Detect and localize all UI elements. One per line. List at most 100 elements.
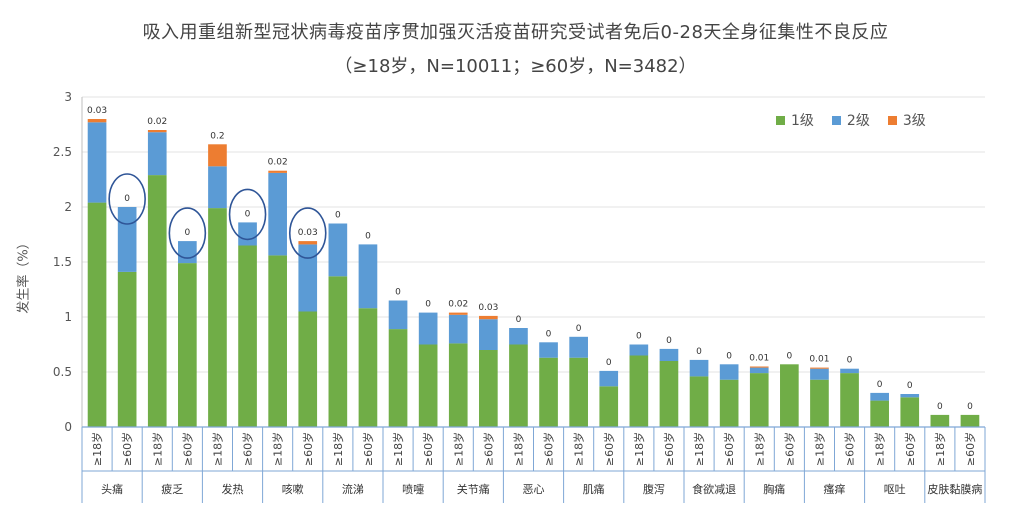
category-label: 腹泻: [643, 482, 665, 496]
data-label: 0: [335, 211, 341, 221]
y-tick-label: 0.5: [53, 365, 72, 379]
category-label: 食欲减退: [692, 482, 736, 496]
age-group-label: ≥18岁: [331, 432, 345, 466]
bar-segment: [238, 245, 257, 427]
y-tick-label: 2.5: [53, 145, 72, 159]
bar-segment: [298, 311, 318, 427]
data-label: 0: [516, 315, 522, 325]
bar-segment: [900, 394, 920, 398]
legend: 1级 2级 3级: [776, 110, 938, 130]
data-label: 0: [726, 351, 732, 361]
y-tick-label: 0: [64, 420, 72, 434]
bar-segment: [178, 263, 197, 427]
age-group-label: ≥18岁: [632, 432, 646, 466]
bar-segment: [840, 368, 859, 374]
category-label: 疲乏: [161, 482, 183, 496]
data-label: 0.02: [268, 158, 288, 168]
data-label: 0.03: [87, 106, 107, 116]
bar-segment: [268, 255, 287, 427]
data-label: 0: [184, 228, 190, 238]
data-label: 0.02: [448, 300, 468, 310]
data-label: 0: [425, 300, 431, 310]
data-label: 0: [937, 402, 943, 412]
age-group-label: ≥18岁: [933, 432, 947, 466]
category-label: 肌痛: [583, 482, 605, 496]
bar-segment: [358, 308, 378, 427]
category-label: 流涕: [342, 482, 364, 496]
annotation-circle: [288, 207, 327, 259]
age-group-label: ≥60岁: [722, 432, 736, 466]
bar-segment: [328, 276, 348, 427]
age-group-label: ≥60岁: [120, 432, 134, 466]
bar-segment: [780, 364, 799, 427]
bar-segment: [448, 314, 468, 344]
legend-label: 1级: [791, 113, 814, 129]
bar-segment: [298, 241, 318, 245]
data-label: 0: [847, 356, 853, 366]
category-label: 头痛: [101, 482, 123, 496]
bar-segment: [87, 119, 107, 123]
bar-segment: [689, 376, 709, 427]
bar-segment: [569, 336, 588, 358]
annotation-circle: [168, 207, 207, 259]
category-label: 皮肤黏膜病: [927, 482, 982, 496]
bar-segment: [810, 367, 829, 369]
legend-item: 1级: [776, 110, 814, 130]
legend-label: 3级: [902, 113, 926, 129]
annotation-circle: [108, 173, 146, 225]
bar-segment: [87, 202, 107, 427]
bar-segment: [749, 366, 769, 368]
bar-segment: [147, 130, 167, 133]
data-label: 0: [967, 402, 973, 412]
legend-swatch: [776, 115, 785, 125]
bar-segment: [599, 386, 619, 427]
bar-segment: [87, 122, 107, 203]
age-group-label: ≥60岁: [843, 432, 857, 466]
bar-segment: [840, 373, 859, 427]
chart-subtitle: （≥18岁，N=10011；≥60岁，N=3482）: [334, 56, 697, 77]
bar-segment: [749, 367, 769, 374]
bar-segment: [479, 315, 498, 320]
age-group-label: ≥18岁: [752, 432, 766, 466]
data-label: 0: [124, 194, 130, 204]
age-group-label: ≥18岁: [451, 432, 465, 466]
age-group-label: ≥60岁: [903, 432, 917, 466]
y-tick-label: 1: [64, 310, 72, 324]
bar-segment: [810, 368, 829, 380]
age-group-label: ≥18岁: [873, 432, 887, 466]
data-label: 0: [365, 231, 371, 241]
bar-segment: [629, 355, 649, 427]
bar-segment: [569, 357, 588, 427]
bar-segment: [208, 208, 227, 427]
bar-segment: [268, 172, 287, 256]
bar-segment: [659, 361, 679, 427]
age-group-label: ≥18岁: [692, 432, 706, 466]
category-label: 关节痛: [457, 482, 490, 496]
category-label: 胸痛: [763, 482, 785, 496]
bar-segment: [117, 271, 137, 427]
age-group-label: ≥60岁: [602, 432, 616, 466]
annotation-circle: [228, 188, 267, 241]
age-group-label: ≥60岁: [542, 432, 556, 466]
data-label: 0.2: [210, 131, 224, 141]
y-tick-label: 2: [64, 200, 72, 214]
bar-segment: [208, 166, 227, 209]
bar-segment: [238, 222, 257, 246]
bar-segment: [599, 370, 619, 387]
data-label: 0: [786, 351, 792, 361]
bar-segment: [689, 359, 709, 377]
age-group-label: ≥60岁: [421, 432, 435, 466]
bar-segment: [448, 343, 468, 427]
data-label: 0.03: [478, 303, 498, 313]
age-group-label: ≥18岁: [210, 432, 224, 466]
bar-segment: [298, 244, 318, 312]
age-group-label: ≥60岁: [361, 432, 375, 466]
data-label: 0: [877, 380, 883, 390]
data-label: 0: [636, 332, 642, 342]
data-label: 0.01: [809, 355, 829, 365]
age-group-label: ≥60岁: [963, 432, 977, 466]
data-label: 0: [606, 358, 612, 368]
bar-segment: [208, 144, 227, 167]
